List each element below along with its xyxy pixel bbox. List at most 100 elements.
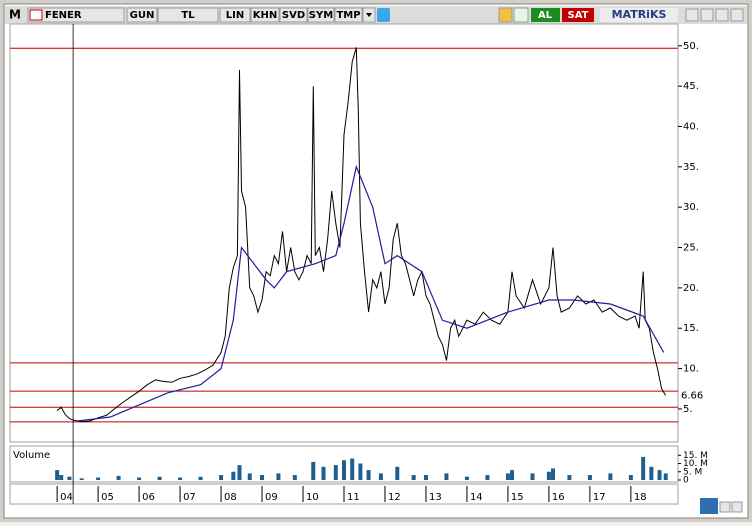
buy-label: AL bbox=[538, 10, 553, 21]
y-tick-label: 20. bbox=[683, 283, 699, 294]
toolbar-button-label: KHN bbox=[253, 10, 278, 21]
y-tick-label: 15. M bbox=[683, 451, 708, 461]
minimize-button[interactable] bbox=[685, 8, 699, 22]
volume-bar bbox=[247, 473, 252, 480]
sell-label: SAT bbox=[568, 10, 589, 21]
x-tick-label: 17 bbox=[593, 492, 606, 503]
x-tick-label: 16 bbox=[552, 492, 565, 503]
scroll-right[interactable] bbox=[731, 501, 743, 513]
x-tick-label: 10 bbox=[306, 492, 319, 503]
toolbar-button[interactable] bbox=[157, 7, 219, 23]
x-tick-label: 14 bbox=[470, 492, 483, 503]
volume-bar bbox=[276, 473, 281, 480]
volume-bar bbox=[79, 478, 84, 480]
brand: MATRiKS bbox=[612, 8, 667, 21]
volume-bar bbox=[628, 475, 633, 480]
scroll-left[interactable] bbox=[719, 501, 731, 513]
price-line bbox=[56, 47, 667, 423]
volume-bar bbox=[231, 471, 236, 480]
volume-bar bbox=[350, 458, 355, 480]
symbol-box[interactable] bbox=[27, 7, 125, 23]
toolbar-button[interactable] bbox=[219, 7, 251, 23]
volume-bar bbox=[641, 456, 646, 480]
symbol: FENER bbox=[45, 10, 82, 21]
y-tick-label: 10. M bbox=[683, 459, 708, 469]
volume-bar bbox=[567, 475, 572, 480]
y-tick-label: 35. bbox=[683, 162, 699, 173]
y-tick-label: 10. bbox=[683, 364, 699, 375]
y-tick-label: 30. bbox=[683, 202, 699, 213]
volume-bar bbox=[178, 477, 183, 480]
price-panel bbox=[9, 23, 679, 443]
volume-bar bbox=[137, 477, 142, 480]
volume-bar bbox=[96, 477, 101, 480]
volume-bar bbox=[321, 466, 326, 480]
y-tick-label: 15. bbox=[683, 323, 699, 334]
last-value-label: 6.66 bbox=[681, 391, 703, 402]
volume-bar bbox=[530, 473, 535, 480]
volume-bar bbox=[55, 470, 60, 480]
volume-bar bbox=[649, 466, 654, 480]
volume-bar bbox=[260, 475, 265, 480]
x-tick-label: 06 bbox=[142, 492, 155, 503]
volume-bar bbox=[657, 470, 662, 480]
x-tick-label: 13 bbox=[429, 492, 442, 503]
brand-box bbox=[600, 8, 678, 22]
volume-bar bbox=[59, 475, 64, 480]
volume-bar bbox=[587, 475, 592, 480]
dropdown-arrow bbox=[366, 13, 372, 17]
y-tick-label: 50. bbox=[683, 41, 699, 52]
toolbar-button[interactable] bbox=[307, 7, 335, 23]
volume-bar bbox=[608, 473, 613, 480]
toolbar-button-label: SVD bbox=[282, 10, 305, 21]
close-button[interactable] bbox=[730, 8, 744, 22]
twitter-button[interactable] bbox=[377, 8, 390, 22]
x-tick-label: 12 bbox=[388, 492, 401, 503]
volume-bar bbox=[663, 473, 668, 480]
refresh-button[interactable] bbox=[498, 7, 513, 23]
volume-bar bbox=[237, 465, 242, 480]
volume-bar bbox=[67, 476, 72, 480]
connect-button[interactable] bbox=[513, 7, 529, 23]
toolbar-button[interactable] bbox=[279, 7, 308, 23]
x-tick-label: 08 bbox=[224, 492, 237, 503]
x-tick-label: 04 bbox=[60, 492, 73, 503]
toolbar-button[interactable] bbox=[126, 7, 158, 23]
restore-button[interactable] bbox=[700, 8, 714, 22]
toolbar-button-label: GUN bbox=[130, 10, 155, 21]
x-tick-label: 07 bbox=[183, 492, 196, 503]
volume-bar bbox=[333, 465, 338, 480]
toolbar-button-label: TL bbox=[181, 10, 195, 21]
volume-bar bbox=[423, 475, 428, 480]
volume-bar bbox=[342, 460, 346, 480]
volume-bar bbox=[219, 475, 224, 480]
sell-button[interactable] bbox=[562, 8, 594, 22]
buy-button[interactable] bbox=[531, 8, 560, 22]
volume-bar bbox=[485, 475, 490, 480]
x-tick-label: 11 bbox=[347, 492, 360, 503]
volume-bar bbox=[116, 475, 121, 480]
logo: M bbox=[9, 8, 21, 22]
volume-bar bbox=[292, 475, 297, 480]
volume-bar bbox=[311, 461, 316, 480]
volume-bar bbox=[510, 470, 515, 480]
toolbar-button-label: SYM bbox=[309, 10, 333, 21]
x-tick-label: 18 bbox=[634, 492, 647, 503]
y-tick-label: 45. bbox=[683, 81, 699, 92]
y-tick-label: 40. bbox=[683, 121, 699, 132]
volume-bar bbox=[157, 476, 162, 480]
volume-bar bbox=[444, 473, 449, 480]
volume-bar bbox=[378, 473, 383, 480]
volume-bar bbox=[546, 471, 551, 480]
volume-bar bbox=[366, 470, 371, 480]
volume-bar bbox=[505, 473, 510, 480]
volume-title: Volume bbox=[13, 450, 50, 461]
toolbar-button[interactable] bbox=[250, 7, 280, 23]
volume-bar bbox=[464, 476, 469, 480]
toolbar-button-label: LIN bbox=[226, 10, 244, 21]
y-tick-label: 0 bbox=[683, 476, 689, 486]
toolbar-button[interactable] bbox=[334, 7, 363, 23]
sync-button[interactable] bbox=[700, 498, 718, 514]
maximize-button[interactable] bbox=[715, 8, 729, 22]
